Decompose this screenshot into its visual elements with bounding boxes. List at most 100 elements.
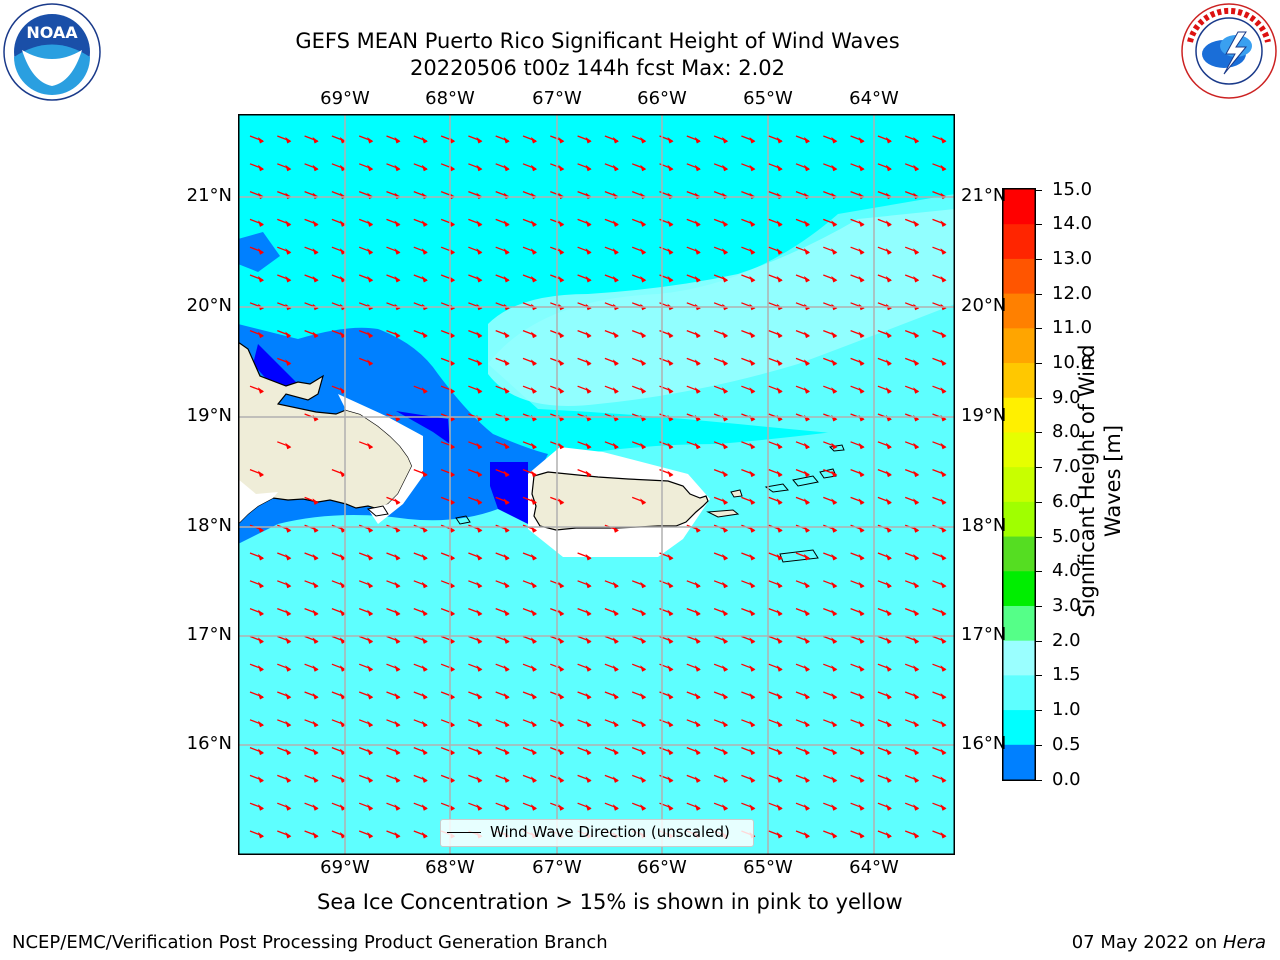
direction-arrow (904, 135, 920, 144)
colorbar-tick (1036, 258, 1042, 260)
colorbar-tick (1036, 328, 1042, 330)
direction-arrow (277, 635, 292, 644)
direction-arrow (686, 357, 701, 366)
direction-arrow (386, 552, 401, 561)
colorbar-band (1003, 397, 1035, 433)
colorbar-frame (1002, 188, 1036, 781)
direction-arrow (522, 385, 537, 394)
direction-arrow (932, 385, 947, 394)
direction-arrow (823, 719, 838, 728)
direction-arrow (768, 329, 783, 339)
direction-arrow (932, 246, 947, 255)
vieques-island (706, 509, 740, 518)
direction-arrow (713, 607, 729, 617)
direction-arrow (468, 441, 483, 450)
culebra-island (730, 489, 743, 498)
direction-arrow (823, 746, 838, 756)
direction-arrow (495, 746, 510, 756)
direction-arrow (604, 719, 619, 728)
direction-arrow (741, 163, 756, 172)
colorbar-tick (1036, 432, 1042, 434)
direction-arrow (522, 329, 537, 339)
direction-arrow (604, 357, 619, 366)
direction-arrow (249, 607, 264, 617)
direction-arrow (631, 385, 647, 394)
direction-arrow (277, 135, 292, 144)
direction-arrow (932, 635, 947, 644)
direction-arrow (686, 163, 701, 172)
direction-arrow (468, 274, 483, 283)
direction-arrow (522, 218, 537, 227)
direction-arrow (932, 218, 947, 227)
direction-arrow (768, 385, 783, 394)
direction-arrow (304, 163, 319, 172)
direction-arrow (577, 802, 592, 811)
direction-arrow (577, 663, 592, 672)
map-title: GEFS MEAN Puerto Rico Significant Height… (295, 29, 900, 53)
direction-arrow (904, 385, 920, 394)
colorbar-tick-label: 15.0 (1052, 178, 1093, 200)
colorbar-tick (1036, 536, 1042, 538)
direction-arrow (413, 607, 428, 617)
direction-arrow (795, 357, 810, 366)
direction-arrow (850, 135, 865, 144)
direction-arrow (768, 802, 783, 811)
direction-arrow (358, 441, 374, 450)
direction-arrow (495, 163, 510, 172)
direction-arrow (631, 246, 647, 255)
direction-arrow (795, 719, 810, 728)
direction-arrow (768, 774, 783, 783)
direction-arrow (713, 496, 729, 505)
lat-label-right: 19°N (961, 405, 1007, 426)
direction-arrow (495, 774, 510, 783)
direction-arrow (358, 580, 374, 589)
direction-arrow (468, 774, 483, 783)
lon-label-bottom: 66°W (637, 857, 687, 878)
direction-arrow (604, 385, 619, 394)
direction-arrow (741, 607, 756, 617)
direction-arrow (604, 163, 619, 172)
direction-arrow (249, 691, 264, 700)
direction-arrow (850, 357, 865, 366)
direction-arrow (577, 135, 592, 144)
direction-arrow (495, 441, 510, 450)
direction-arrow (823, 246, 838, 255)
direction-arrow (741, 719, 756, 728)
direction-arrow (413, 719, 428, 728)
direction-arrow (495, 218, 510, 227)
direction-arrow (413, 802, 428, 811)
direction-arrow (713, 802, 729, 811)
direction-arrow (604, 802, 619, 811)
direction-arrow (631, 635, 647, 644)
direction-arrow (304, 774, 319, 783)
direction-arrow (358, 663, 374, 672)
direction-arrow (795, 246, 810, 255)
direction-arrow (904, 274, 920, 283)
direction-arrow (358, 329, 374, 339)
colorbar-tick-label: 0.5 (1052, 733, 1081, 755)
direction-arrow (713, 663, 729, 672)
direction-arrow (904, 691, 920, 700)
small-island-2 (366, 505, 389, 517)
direction-arrow (823, 218, 838, 227)
direction-arrow (495, 329, 510, 339)
direction-arrow (741, 441, 756, 450)
direction-arrow (413, 135, 428, 144)
direction-arrow (932, 163, 947, 172)
direction-arrow (904, 719, 920, 728)
colorbar-tick (1036, 189, 1042, 191)
colorbar-band (1003, 328, 1035, 364)
direction-arrow (413, 746, 428, 756)
direction-arrow (823, 774, 838, 783)
direction-arrow (932, 135, 947, 144)
direction-arrow (304, 496, 319, 505)
colorbar-band (1003, 363, 1035, 399)
colorbar-band (1003, 501, 1035, 538)
direction-arrow (577, 441, 592, 450)
direction-arrow (468, 496, 483, 505)
direction-arrow (877, 691, 892, 700)
direction-arrow (468, 580, 483, 589)
direction-arrow (850, 830, 865, 839)
colorbar-tick-label: 4.0 (1052, 560, 1081, 582)
map-legend: Wind Wave Direction (unscaled) (440, 819, 754, 847)
